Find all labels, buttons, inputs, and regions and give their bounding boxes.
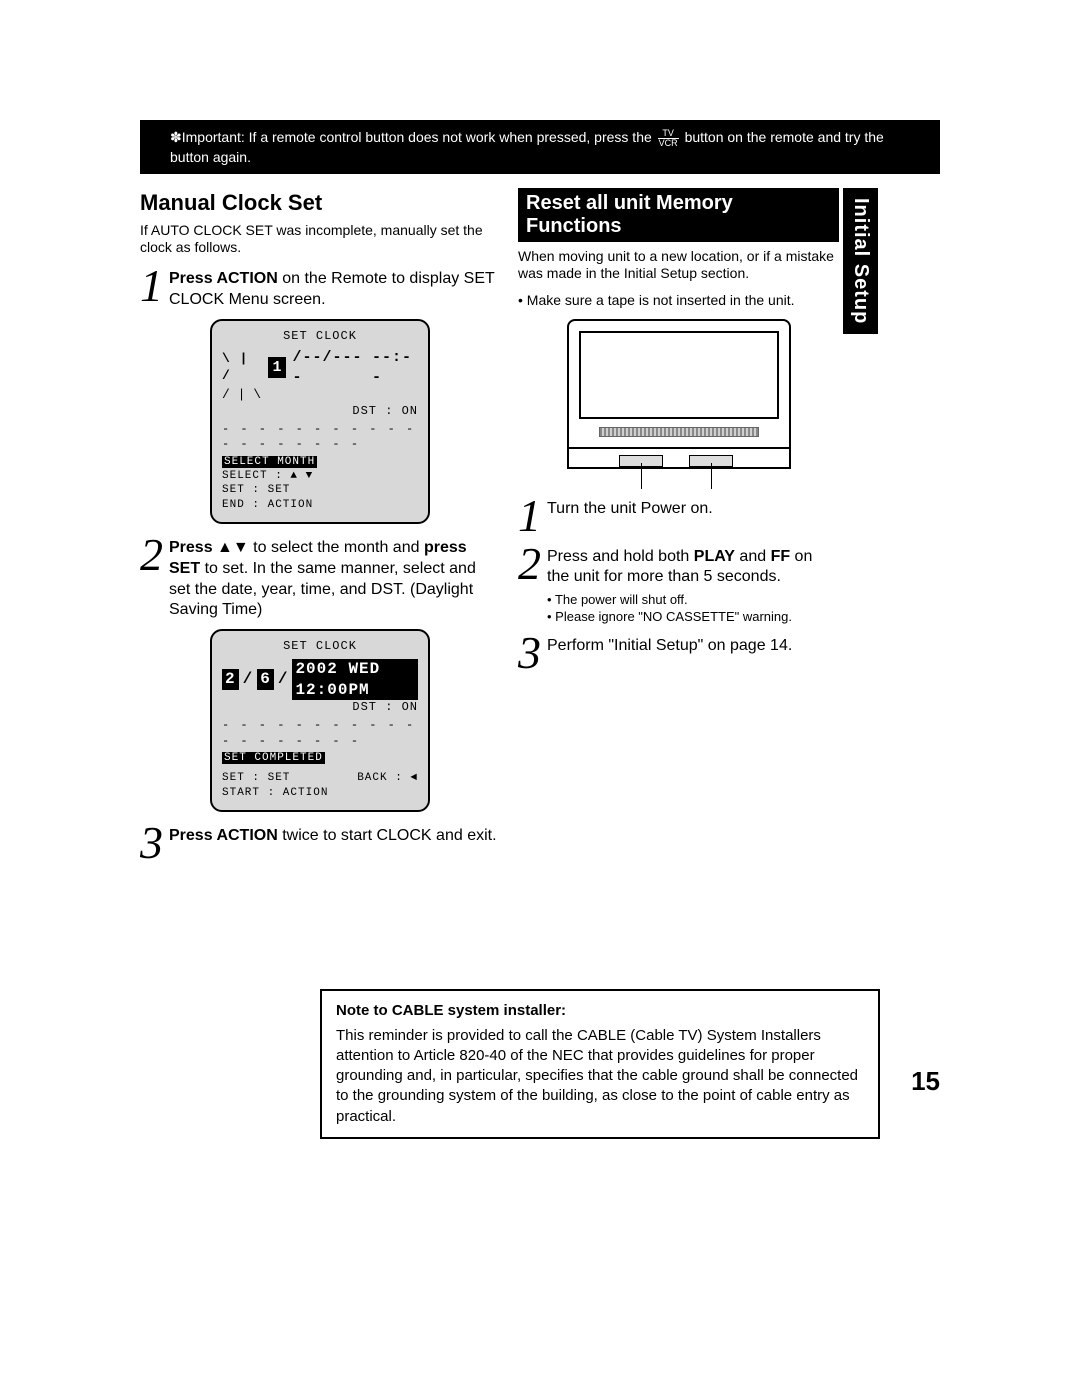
r2-play: PLAY — [694, 548, 735, 565]
tv-body — [567, 319, 791, 449]
important-text-before: If a remote control button does not work… — [249, 129, 652, 145]
month-blink: 1 — [268, 357, 286, 379]
left-step-2: 2 Press ▲▼ to select the month and press… — [140, 534, 500, 621]
unit-illustration — [549, 319, 809, 489]
time-placeholder: --:-- — [372, 348, 418, 387]
leader-line — [711, 463, 712, 489]
date-placeholder: /--/---- — [292, 348, 366, 387]
step-number: 3 — [140, 822, 163, 863]
tv-vcr-button-icon: TV VCR — [658, 129, 679, 148]
right-column: Reset all unit Memory Functions When mov… — [518, 188, 878, 869]
step-number: 1 — [518, 495, 541, 536]
osd-dashes: - - - - - - - - - - - - - - - - - - - — [222, 422, 418, 453]
r2-pre: Press and hold both — [547, 548, 694, 565]
r2-sub1: The power will shut off. — [547, 592, 839, 609]
reset-intro: When moving unit to a new location, or i… — [518, 248, 839, 283]
osd-set-line: SET : SET — [222, 771, 290, 785]
step2-bold1: Press ▲▼ — [169, 539, 249, 556]
step-number: 1 — [140, 265, 163, 306]
page-number: 15 — [911, 1066, 940, 1097]
right-step1-text: Turn the unit Power on. — [547, 495, 839, 520]
reset-memory-title: Reset all unit Memory Functions — [518, 188, 839, 242]
antenna-base-icon: / | \ — [222, 387, 261, 404]
osd-end-line: END : ACTION — [222, 498, 418, 512]
osd2-month: 2 — [222, 669, 239, 690]
left-step-3: 3 Press ACTION twice to start CLOCK and … — [140, 822, 500, 863]
right-step-2: 2 Press and hold both PLAY and FF on the… — [518, 543, 839, 626]
tv-speaker-grille — [599, 427, 759, 437]
r2-sub2: Please ignore "NO CASSETTE" warning. — [547, 609, 839, 626]
manual-clock-intro: If AUTO CLOCK SET was incomplete, manual… — [140, 222, 500, 257]
cable-note-body: This reminder is provided to call the CA… — [336, 1026, 864, 1127]
right-step-3: 3 Perform "Initial Setup" on page 14. — [518, 632, 839, 673]
osd-select-line: SELECT : ▲ ▼ — [222, 469, 418, 483]
osd-set-clock-initial: SET CLOCK \ | / 1 /--/---- --:-- / | \ DS… — [210, 319, 430, 524]
reset-bullet-tape: Make sure a tape is not inserted in the … — [518, 291, 839, 309]
r2-mid: and — [735, 548, 771, 565]
osd-set-line: SET : SET — [222, 483, 418, 497]
osd2-rest: 2002 WED 12:00PM — [292, 659, 418, 701]
osd-title: SET CLOCK — [222, 639, 418, 655]
cable-note-title: Note to CABLE system installer: — [336, 1001, 864, 1021]
right-step3-text: Perform "Initial Setup" on page 14. — [547, 632, 839, 657]
step2-rest: to set. In the same manner, select and s… — [169, 560, 476, 619]
set-completed-label: SET COMPLETED — [222, 752, 325, 764]
left-step-1: 1 Press ACTION on the Remote to display … — [140, 265, 500, 311]
left-column: Manual Clock Set If AUTO CLOCK SET was i… — [140, 188, 500, 869]
step-number: 2 — [140, 534, 163, 575]
step-number: 3 — [518, 632, 541, 673]
osd-set-clock-completed: SET CLOCK 2/ 6/2002 WED 12:00PM DST : ON… — [210, 629, 430, 812]
tv-screen — [579, 331, 779, 419]
important-notice-bar: ✽Important: If a remote control button d… — [140, 120, 940, 174]
osd-dst: DST : ON — [222, 404, 418, 420]
osd-dst: DST : ON — [222, 700, 418, 716]
step1-bold: Press ACTION — [169, 270, 278, 287]
step-number: 2 — [518, 543, 541, 584]
osd-start-line: START : ACTION — [222, 786, 418, 800]
osd-back-line: BACK : ◄ — [357, 771, 418, 785]
step3-bold: Press ACTION — [169, 827, 278, 844]
cable-installer-note: Note to CABLE system installer: This rem… — [320, 989, 880, 1139]
star-icon: ✽ — [170, 129, 182, 145]
manual-page: ✽Important: If a remote control button d… — [140, 120, 940, 1139]
right-step-1: 1 Turn the unit Power on. — [518, 495, 839, 536]
leader-line — [641, 463, 642, 489]
osd2-day: 6 — [257, 669, 274, 690]
section-tab-initial-setup: Initial Setup — [843, 188, 878, 334]
step3-rest: twice to start CLOCK and exit. — [278, 827, 497, 844]
select-month-label: SELECT MONTH — [222, 456, 317, 468]
osd-title: SET CLOCK — [222, 329, 418, 345]
osd-dashes: - - - - - - - - - - - - - - - - - - - — [222, 718, 418, 749]
manual-clock-set-title: Manual Clock Set — [140, 188, 500, 222]
important-prefix: Important: — [182, 129, 245, 145]
antenna-icon: \ | / — [222, 351, 262, 385]
step2-mid: to select the month and — [249, 539, 424, 556]
r2-ff: FF — [771, 548, 791, 565]
